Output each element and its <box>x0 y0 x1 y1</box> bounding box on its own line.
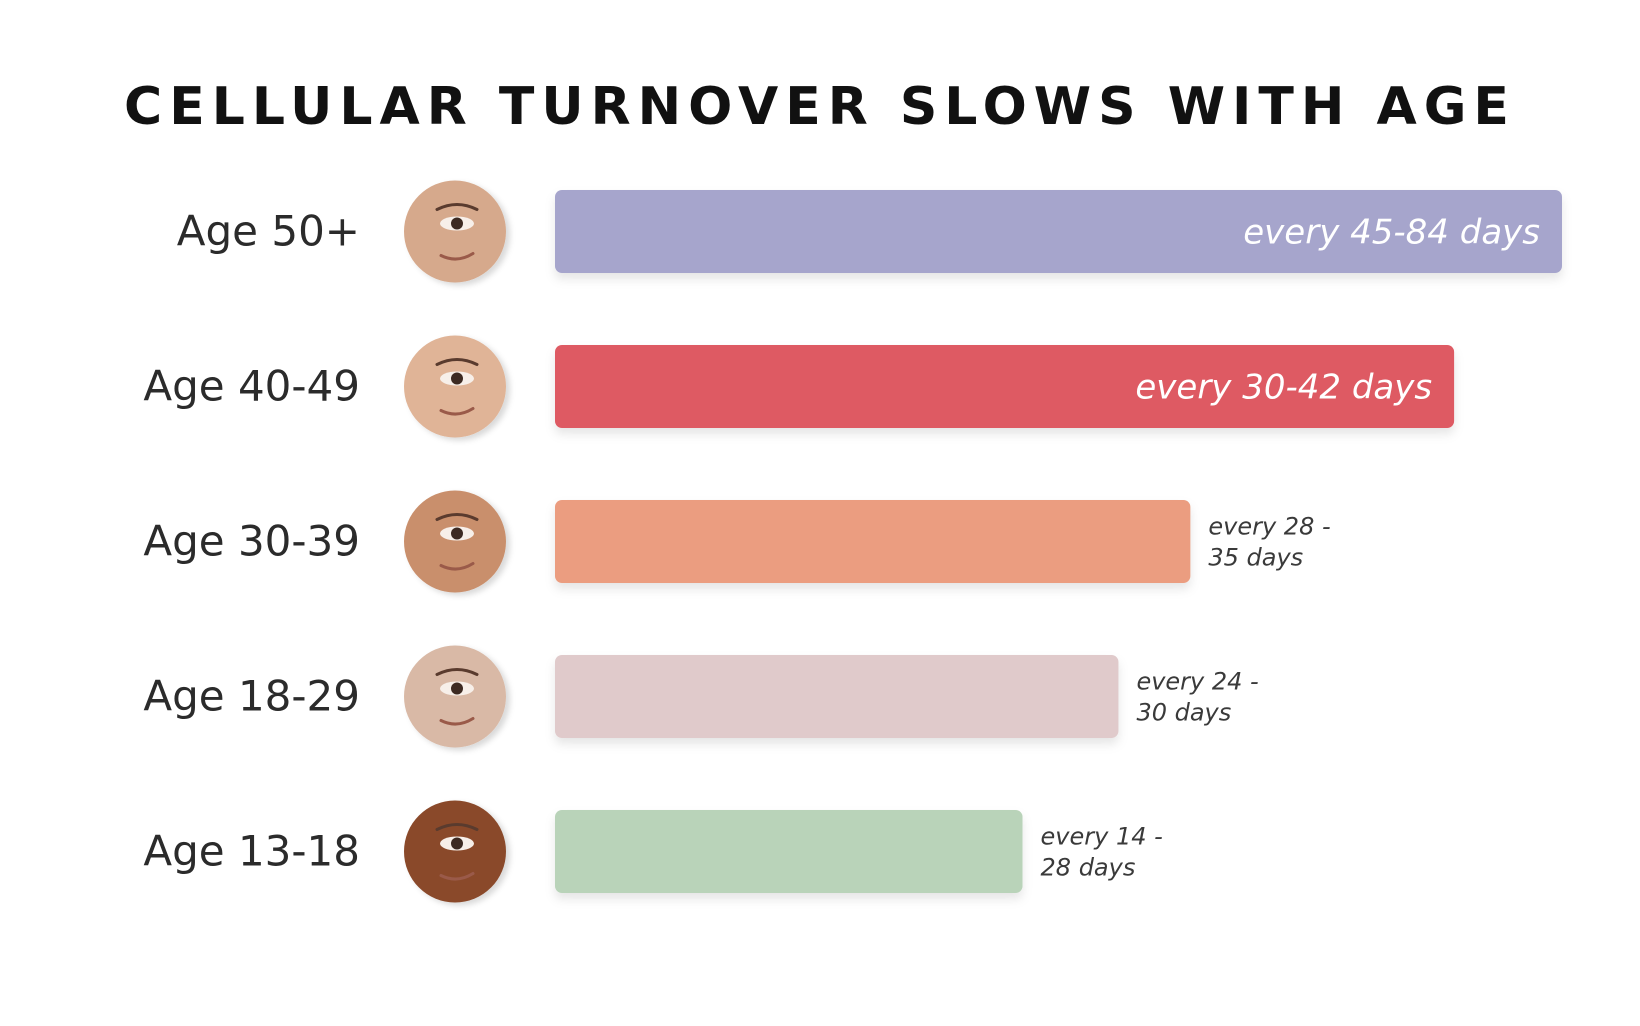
chart-row: Age 13-18 every 14 - 28 days <box>143 800 1163 903</box>
bar <box>555 345 1455 428</box>
chart-row: Age 50+ every 45-84 days <box>177 180 1562 283</box>
bar <box>555 655 1119 738</box>
data-label: every 24 - <box>1136 668 1258 696</box>
data-label: every 45-84 days <box>1243 213 1540 253</box>
tick-label: Age 40-49 <box>143 362 360 411</box>
face-icon-middle-age <box>404 335 506 438</box>
data-label: 35 days <box>1208 544 1303 572</box>
data-label: every 14 - <box>1041 823 1163 851</box>
chart-row: Age 30-39 every 28 - 35 days <box>143 490 1331 593</box>
tick-label: Age 30-39 <box>143 517 360 566</box>
data-label: every 28 - <box>1208 513 1330 541</box>
data-label: every 30-42 days <box>1135 368 1432 408</box>
data-label: 30 days <box>1136 699 1231 727</box>
face-icon-teen <box>404 800 506 903</box>
tick-label: Age 50+ <box>177 207 360 256</box>
bar <box>555 190 1562 273</box>
chart-rows: Age 50+ every 45-84 days Age 40-49 every 30… <box>143 180 1562 903</box>
face-icon-mature <box>404 180 506 283</box>
tick-label: Age 13-18 <box>143 827 360 876</box>
data-label: 28 days <box>1041 854 1136 882</box>
tick-label: Age 18-29 <box>143 672 360 721</box>
face-icon-adult <box>404 490 506 593</box>
chart-row: Age 18-29 every 24 - 30 days <box>143 645 1259 748</box>
face-icon-young-adult <box>404 645 506 748</box>
bar <box>555 500 1191 583</box>
bar <box>555 810 1023 893</box>
chart-row: Age 40-49 every 30-42 days <box>143 335 1455 438</box>
chart-title: CELLULAR TURNOVER SLOWS WITH AGE <box>124 77 1516 137</box>
